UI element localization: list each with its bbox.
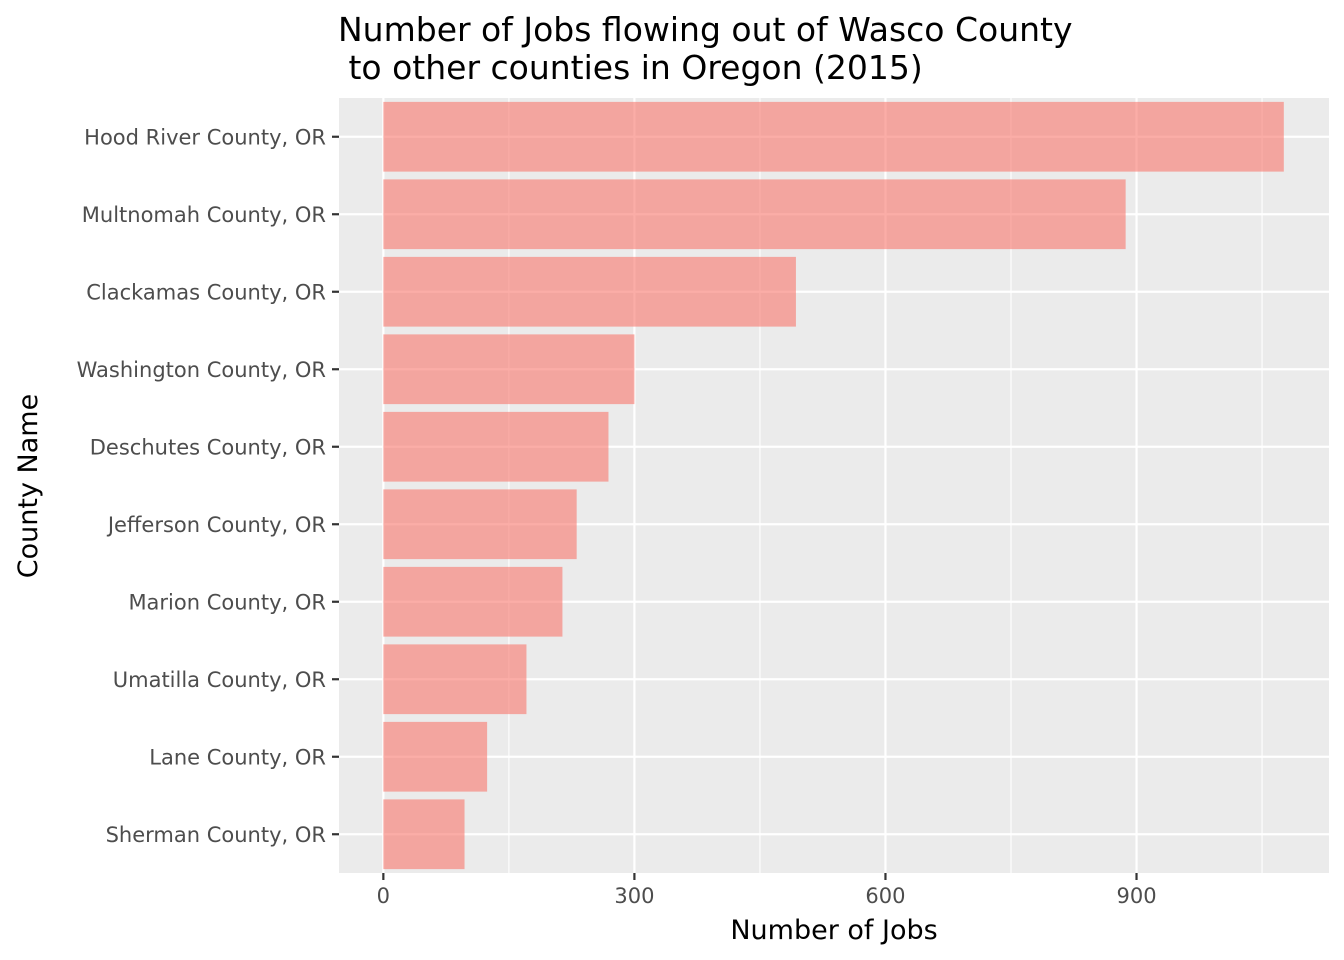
x-axis-title: Number of Jobs: [730, 915, 937, 946]
x-axis: 0 300 600 900: [377, 873, 1157, 908]
bar: [383, 489, 577, 560]
y-tick-label: Clackamas County, OR: [86, 280, 326, 304]
y-tick-label: Umatilla County, OR: [113, 668, 326, 692]
x-tick-label: 900: [1116, 884, 1156, 908]
bar: [383, 566, 563, 637]
bar: [383, 101, 1284, 172]
y-axis-title: County Name: [13, 394, 44, 578]
y-tick-label: Multnomah County, OR: [82, 203, 326, 227]
bar: [383, 256, 796, 327]
bar: [383, 799, 465, 870]
x-tick-label: 300: [614, 884, 654, 908]
bar: [383, 411, 609, 482]
bar: [383, 334, 635, 405]
y-axis: Hood River County, OR Multnomah County, O…: [77, 125, 339, 847]
y-tick-label: Jefferson County, OR: [106, 513, 326, 537]
x-tick-label: 0: [377, 884, 390, 908]
y-tick-label: Washington County, OR: [77, 358, 326, 382]
bar: [383, 644, 527, 715]
bars: [383, 101, 1284, 870]
y-tick-label: Sherman County, OR: [106, 823, 326, 847]
x-tick-label: 600: [865, 884, 905, 908]
chart-title-line-2: to other counties in Oregon (2015): [338, 48, 923, 87]
chart-title-line-1: Number of Jobs flowing out of Wasco Coun…: [338, 10, 1073, 49]
y-tick-label: Marion County, OR: [128, 590, 326, 614]
bar: [383, 721, 488, 792]
y-tick-label: Lane County, OR: [149, 745, 326, 769]
y-tick-label: Deschutes County, OR: [90, 435, 326, 459]
bar: [383, 179, 1126, 250]
y-tick-label: Hood River County, OR: [84, 125, 326, 149]
